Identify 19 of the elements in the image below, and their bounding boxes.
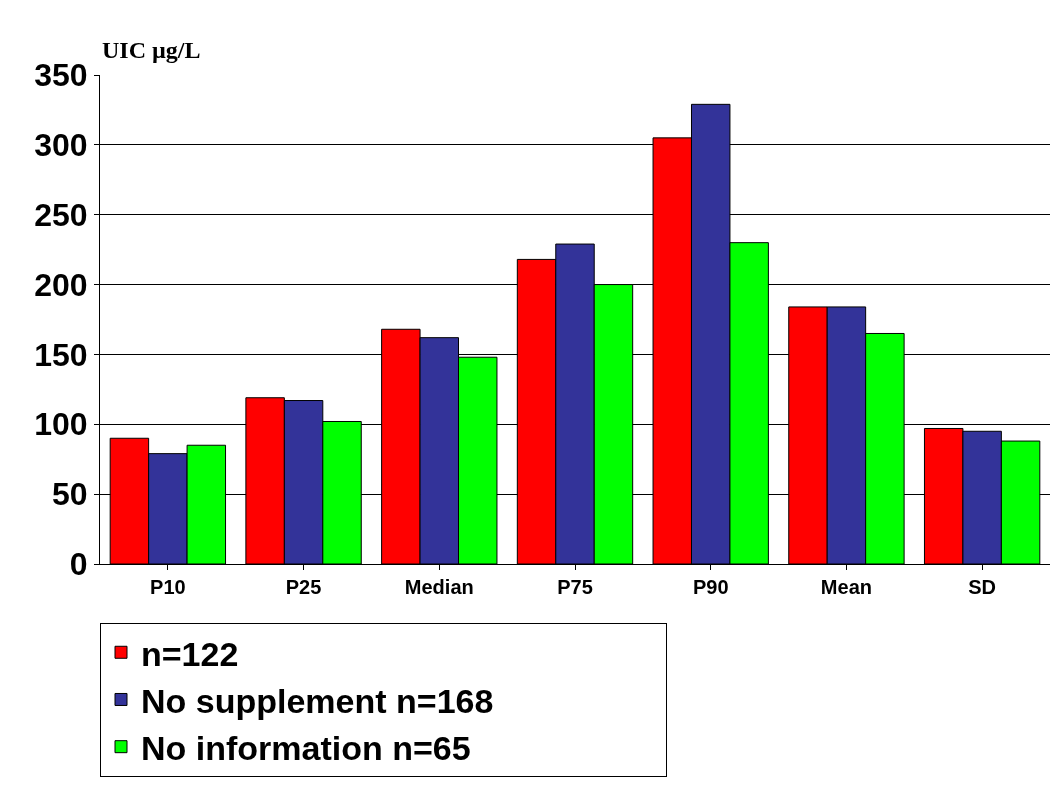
x-tick-label: SD: [968, 576, 997, 598]
y-tick-label: 250: [34, 196, 88, 233]
x-tick-label: P25: [285, 576, 322, 598]
x-tick-label: P10: [150, 576, 186, 598]
legend-label: No supplement n=168: [141, 681, 494, 720]
y-tick-label: 100: [34, 406, 88, 443]
legend-label: No information n=65: [141, 728, 471, 767]
y-axis-title: UIC µg/L: [102, 37, 201, 63]
y-tick-label: 350: [34, 57, 88, 94]
y-tick-label: 0: [69, 546, 88, 583]
x-tick-label: Mean: [820, 576, 872, 598]
x-tick-label: P90: [692, 576, 729, 598]
legend-label: n=122: [141, 634, 239, 673]
y-tick-label: 200: [34, 266, 88, 303]
y-tick-label: 150: [34, 336, 88, 373]
x-tick-label: P75: [557, 576, 593, 598]
x-tick-label: Median: [404, 576, 474, 598]
y-tick-label: 50: [52, 476, 88, 513]
y-tick-label: 300: [34, 127, 88, 164]
